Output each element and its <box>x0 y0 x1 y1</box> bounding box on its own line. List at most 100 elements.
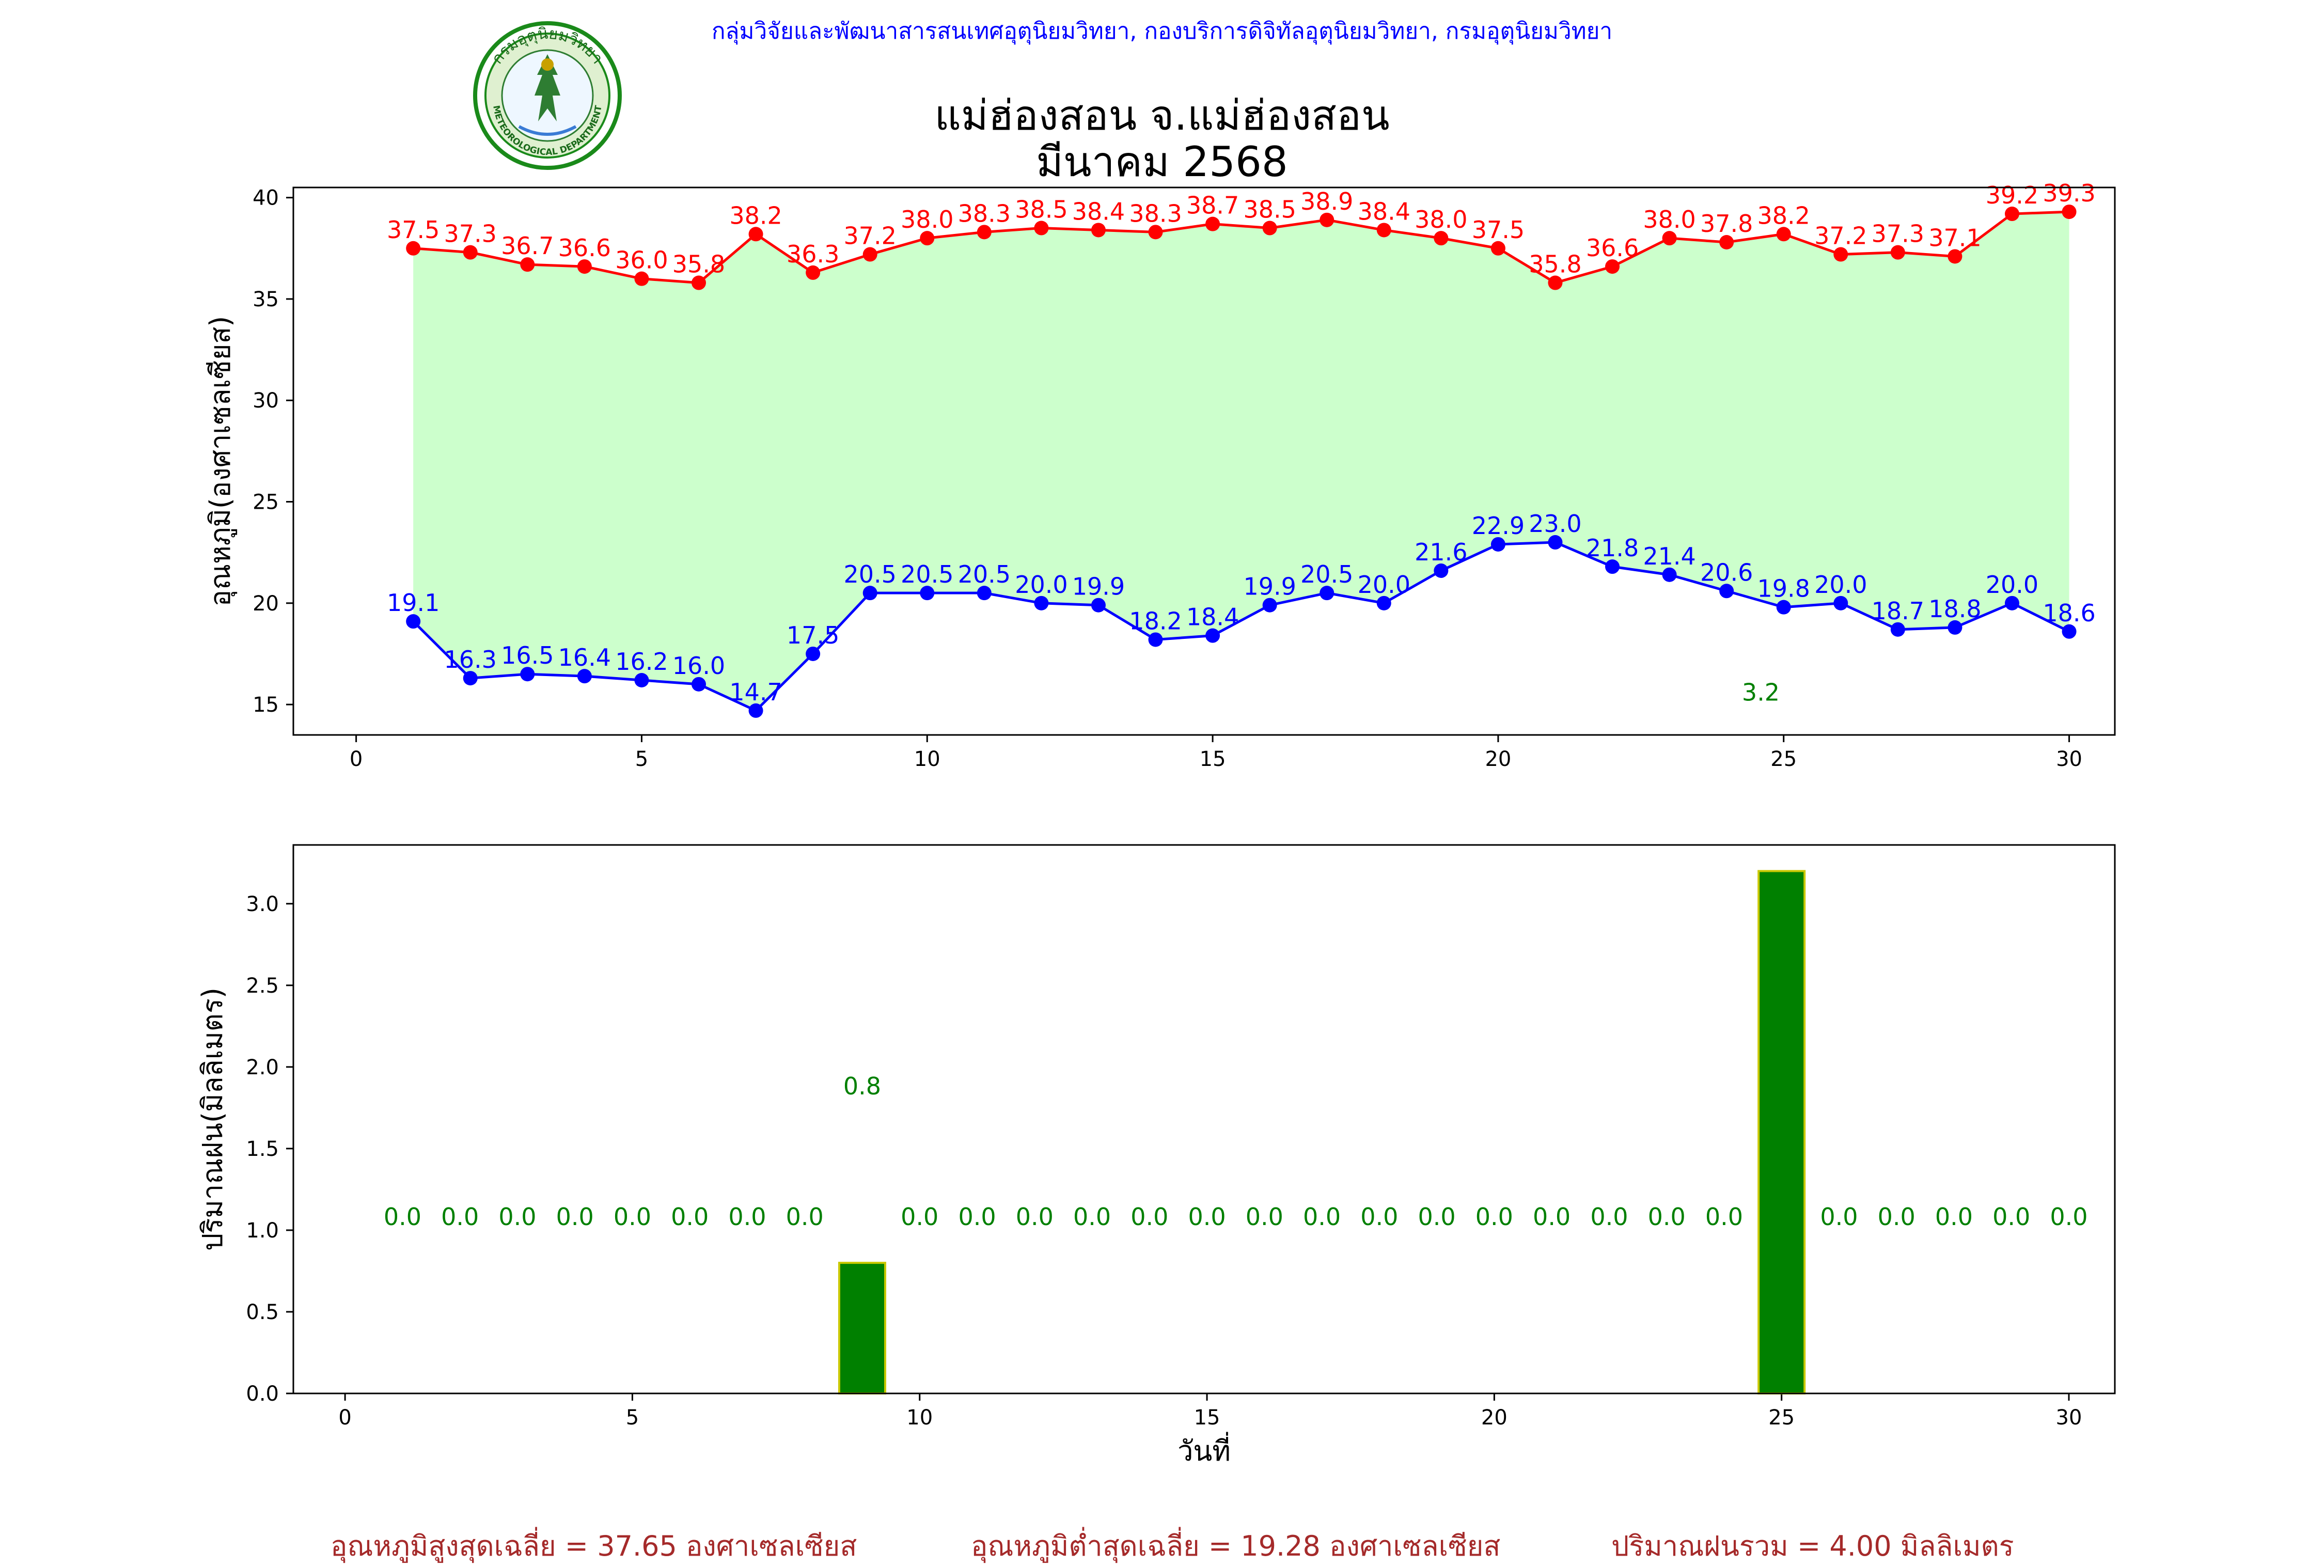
rain-data-label: 0.0 <box>671 1203 709 1231</box>
rain-data-label: 0.0 <box>901 1203 938 1231</box>
tmin-point <box>577 669 592 684</box>
rain-data-label: 0.0 <box>1705 1203 1743 1231</box>
tmax-line <box>413 210 2069 285</box>
tmax-data-label: 38.9 <box>1300 187 1353 215</box>
tmin-data-label: 20.0 <box>1015 571 1067 599</box>
tmax-point <box>1434 231 1449 246</box>
rain-data-label: 0.0 <box>441 1203 479 1231</box>
tmax-point <box>1262 221 1277 236</box>
tmin-point <box>1205 628 1220 643</box>
tmin-data-label: 23.0 <box>1529 510 1581 538</box>
tmax-point <box>920 231 935 246</box>
rain-data-label: 0.8 <box>843 1072 881 1100</box>
tmax-point <box>1776 227 1791 242</box>
tmax-data-label: 38.3 <box>1129 199 1182 227</box>
x-tick-label: 20 <box>1481 1406 1508 1430</box>
tmin-point <box>634 673 649 687</box>
rain-data-label: 0.0 <box>958 1203 996 1231</box>
rain-data-label: 0.0 <box>1073 1203 1111 1231</box>
tmax-data-label: 38.2 <box>1757 201 1810 229</box>
plot-frame <box>292 186 2116 736</box>
tmax-point <box>1091 223 1106 238</box>
tmax-point <box>806 265 821 280</box>
tmin-data-label: 19.1 <box>387 589 439 617</box>
tmax-data-label: 37.1 <box>1928 224 1981 252</box>
tmin-point <box>806 646 821 661</box>
tmin-point <box>1548 535 1563 550</box>
x-tick-label: 15 <box>1200 747 1226 771</box>
x-tick-label: 25 <box>1770 747 1797 771</box>
rain-data-label: 0.0 <box>1590 1203 1628 1231</box>
tmax-point <box>1719 235 1734 249</box>
tmin-data-label: 16.5 <box>501 641 554 669</box>
tmax-point <box>406 241 421 256</box>
y-tick-label: 40 <box>253 186 279 210</box>
tmin-data-label: 18.4 <box>1186 603 1239 631</box>
tmin-point <box>920 586 935 601</box>
x-tick-label: 20 <box>1485 747 1511 771</box>
tmax-point <box>520 257 535 272</box>
tmax-data-label: 37.3 <box>1872 220 1924 248</box>
temperature-range-fill <box>413 212 2069 711</box>
rain-annotation-label: 3.2 <box>1742 678 1780 706</box>
plot-frame <box>292 844 2116 1394</box>
tmax-data-label: 36.6 <box>558 234 611 262</box>
y-tick-label: 3.0 <box>246 892 279 916</box>
rain-data-label: 0.0 <box>498 1203 536 1231</box>
y-tick-label: 35 <box>253 288 279 311</box>
rain-data-label: 0.0 <box>1935 1203 1973 1231</box>
tmin-data-label: 16.4 <box>558 644 611 671</box>
tmax-data-label: 35.8 <box>672 250 725 278</box>
tmin-data-label: 16.2 <box>615 648 668 676</box>
tmax-point <box>748 227 763 242</box>
rain-data-label: 0.0 <box>1878 1203 1915 1231</box>
rain-bar <box>838 1262 886 1394</box>
rain-data-label: 0.0 <box>1303 1203 1341 1231</box>
station-title: แม่ฮ่องสอน จ.แม่ฮ่องสอน <box>934 91 1390 139</box>
tmax-data-label: 37.8 <box>1700 210 1753 238</box>
tmin-point <box>1948 620 1962 635</box>
tmin-point <box>463 671 478 686</box>
tmax-data-label: 38.0 <box>1643 206 1695 233</box>
tmin-point <box>520 667 535 682</box>
y-tick-label: 1.0 <box>246 1219 279 1243</box>
tmin-data-label: 20.0 <box>1814 571 1867 599</box>
rain-data-label: 0.0 <box>2050 1203 2087 1231</box>
x-tick-label: 5 <box>626 1406 639 1430</box>
x-tick-label: 30 <box>2056 747 2082 771</box>
tmax-data-label: 39.3 <box>2043 179 2095 207</box>
rain-data-label: 0.0 <box>1648 1203 1686 1231</box>
tmax-data-label: 38.2 <box>729 201 782 229</box>
plot-background <box>293 845 2115 1393</box>
rain-data-label: 0.0 <box>1130 1203 1168 1231</box>
total-rainfall: ปริมาณฝนรวม = 4.00 มิลลิเมตร <box>1611 1530 2014 1562</box>
x-axis-label: วันที่ <box>1177 1432 1231 1467</box>
tmax-point <box>692 275 706 290</box>
tmin-point <box>1091 598 1106 613</box>
y-tick-label: 2.5 <box>246 974 279 998</box>
y-tick-label: 0.5 <box>246 1300 279 1324</box>
tmin-point <box>692 677 706 692</box>
y-tick-label: 25 <box>253 491 279 514</box>
y-axis-label: ปริมาณฝน(มิลลิเมตร) <box>196 987 229 1251</box>
x-tick-label: 10 <box>906 1406 933 1430</box>
x-tick-label: 5 <box>635 747 648 771</box>
tmax-point <box>463 245 478 260</box>
rain-data-label: 0.0 <box>1992 1203 2030 1231</box>
tmax-point <box>1148 225 1163 240</box>
x-tick-label: 0 <box>350 747 363 771</box>
y-tick-label: 15 <box>253 693 279 717</box>
tmin-point <box>1890 622 1905 637</box>
y-tick-label: 1.5 <box>246 1137 279 1161</box>
tmin-data-label: 19.9 <box>1243 573 1296 601</box>
tmax-point <box>1662 231 1677 246</box>
tmax-point <box>1605 259 1620 274</box>
rain-data-label: 0.0 <box>1246 1203 1283 1231</box>
rain-data-label: 0.0 <box>1016 1203 1054 1231</box>
tmax-point <box>1205 216 1220 231</box>
tmax-data-label: 36.0 <box>615 246 668 274</box>
tmin-data-label: 20.5 <box>901 560 953 588</box>
tmin-data-label: 14.7 <box>729 678 782 706</box>
tmin-point <box>1034 595 1049 610</box>
